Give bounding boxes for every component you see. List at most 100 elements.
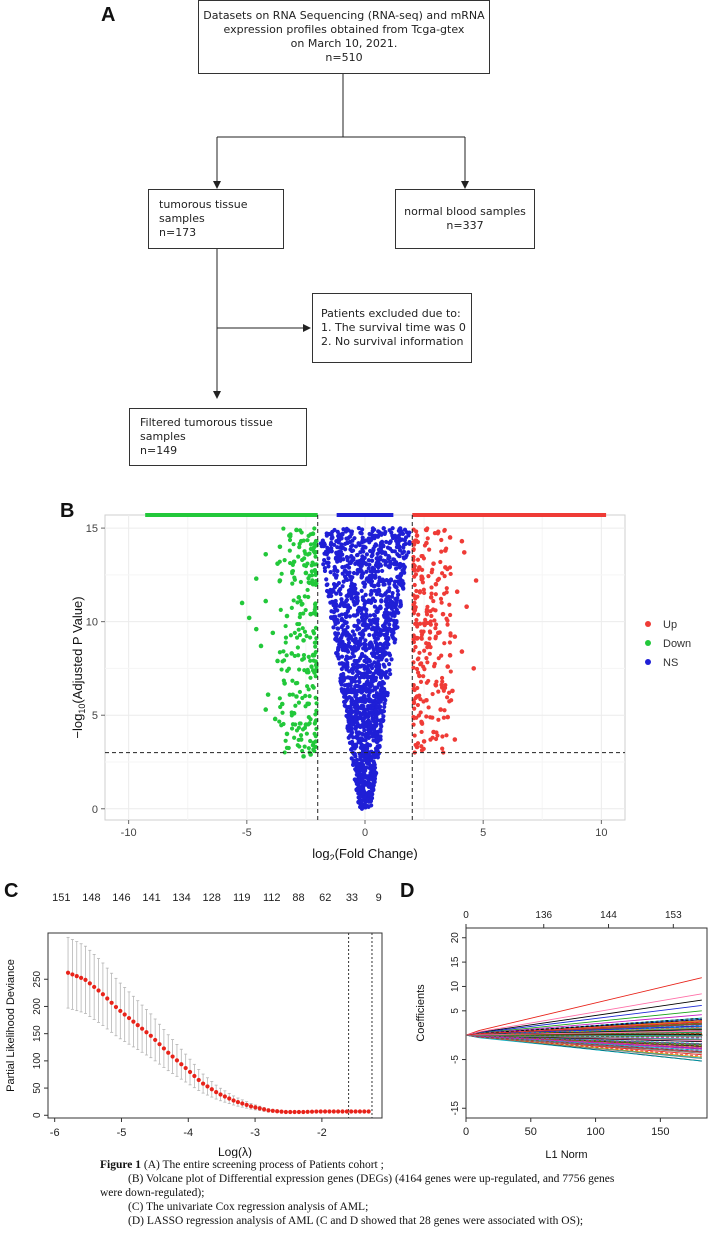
down-point <box>287 560 293 566</box>
up-point <box>422 648 427 653</box>
ns-point <box>381 714 386 719</box>
down-point <box>312 526 317 531</box>
ns-point <box>345 660 350 665</box>
ns-point <box>344 597 350 603</box>
ns-point <box>359 651 365 657</box>
down-point <box>293 703 298 708</box>
ns-point <box>364 569 369 574</box>
cv-deviance-plot: 151 148 146 141 134 128 119 112 88 62 33 9 -6 -5 -4 -3 -… <box>5 892 383 1158</box>
ns-point <box>389 594 395 599</box>
up-point <box>415 670 421 675</box>
ns-point <box>376 692 382 697</box>
up-point <box>419 574 424 579</box>
down-point <box>288 633 293 638</box>
ns-point <box>383 620 388 625</box>
ns-point <box>342 703 347 708</box>
ns-point <box>356 620 361 625</box>
ns-point <box>328 600 333 605</box>
down-point <box>306 533 311 539</box>
ns-point <box>392 533 398 538</box>
ns-point <box>397 604 403 609</box>
cv-y-tick-label: 250 <box>32 970 43 987</box>
ns-point <box>366 750 371 755</box>
up-point <box>430 715 435 720</box>
up-point <box>445 618 450 623</box>
datasets-line-1: Datasets on RNA Sequencing (RNA-seq) and… <box>203 9 485 22</box>
ns-point <box>372 685 378 690</box>
down-point <box>296 595 302 600</box>
ns-point <box>385 589 390 594</box>
ns-point <box>367 719 372 725</box>
cv-x-tick-label: -6 <box>50 1127 60 1139</box>
volcano-y-tick-label: 0 <box>92 804 98 816</box>
up-point <box>414 621 419 626</box>
ns-point <box>350 670 355 675</box>
deviance-point <box>126 1015 132 1021</box>
ns-point <box>361 580 367 585</box>
ns-point <box>357 731 362 736</box>
down-point <box>287 548 292 553</box>
up-point <box>416 612 421 617</box>
down-point <box>306 687 311 692</box>
up-point <box>438 707 443 712</box>
ns-point <box>398 571 403 577</box>
up-point <box>444 546 449 551</box>
ns-point <box>368 763 373 768</box>
ns-point <box>374 563 380 569</box>
up-point <box>414 588 419 594</box>
down-point <box>239 600 245 606</box>
ns-point <box>353 636 358 641</box>
ns-point <box>332 572 337 577</box>
up-point <box>433 581 439 587</box>
ns-point <box>394 600 399 605</box>
up-point <box>419 748 425 753</box>
deviance-point <box>244 1102 249 1108</box>
ns-point <box>346 683 351 688</box>
up-point <box>440 679 445 684</box>
ns-point <box>366 599 371 605</box>
down-point <box>279 667 284 672</box>
ns-point <box>378 728 383 734</box>
up-point <box>439 600 444 605</box>
down-point <box>309 664 314 669</box>
ns-point <box>363 803 368 808</box>
up-point <box>442 708 447 713</box>
deviance-point <box>196 1077 201 1083</box>
cv-plot-frame <box>47 932 383 1119</box>
ns-point <box>354 696 359 701</box>
ns-point <box>384 597 389 602</box>
lasso-top-axis-label: 0 <box>463 910 469 921</box>
down-point <box>287 692 292 697</box>
ns-point <box>370 665 375 671</box>
ns-point <box>390 613 395 618</box>
ns-point <box>355 665 360 670</box>
ns-point <box>332 585 337 590</box>
down-point <box>313 570 318 575</box>
ns-point <box>332 619 337 624</box>
up-point <box>436 717 441 722</box>
ns-point <box>373 533 378 538</box>
ns-point <box>383 698 388 703</box>
down-point <box>302 563 307 568</box>
ns-point <box>343 620 348 626</box>
ns-point <box>330 535 335 540</box>
up-point <box>424 641 429 646</box>
down-point <box>297 721 302 726</box>
up-point <box>422 543 428 548</box>
ns-point <box>348 544 354 549</box>
down-point <box>305 684 310 689</box>
ns-point <box>373 708 378 713</box>
down-point <box>303 704 308 709</box>
deviance-point <box>340 1109 345 1114</box>
ns-point <box>372 755 377 760</box>
ns-point <box>341 557 346 562</box>
down-point <box>295 600 300 605</box>
ns-point <box>345 577 350 583</box>
ns-point <box>354 553 360 558</box>
ns-point <box>346 643 351 649</box>
up-point <box>419 553 424 559</box>
deviance-point <box>209 1087 214 1092</box>
deviance-point <box>153 1037 158 1043</box>
up-point <box>422 667 427 672</box>
up-point <box>442 573 447 579</box>
